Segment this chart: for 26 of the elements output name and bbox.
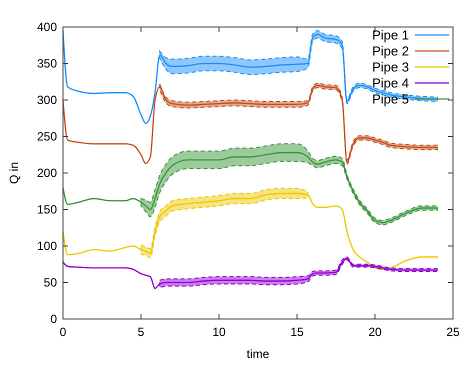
y-tick-label: 50 bbox=[44, 276, 58, 290]
y-tick-label: 100 bbox=[36, 239, 58, 254]
legend-label: Pipe 4 bbox=[372, 76, 409, 91]
y-tick-label: 300 bbox=[36, 93, 58, 108]
legend-label: Pipe 2 bbox=[372, 44, 409, 59]
y-tick-label: 200 bbox=[36, 166, 58, 180]
x-tick-label: 15 bbox=[290, 325, 304, 339]
y-tick-label: 350 bbox=[36, 56, 58, 71]
legend-label: Pipe 5 bbox=[372, 92, 409, 107]
line-series bbox=[62, 192, 438, 270]
legend-label: Pipe 3 bbox=[372, 60, 409, 75]
x-tick-label: 5 bbox=[138, 325, 145, 339]
x-tick-label: 25 bbox=[446, 325, 460, 339]
y-axis-title: Q in bbox=[7, 162, 21, 184]
y-tick-label: 250 bbox=[36, 130, 58, 144]
x-tick-label: 0 bbox=[60, 325, 67, 339]
x-tick-label: 10 bbox=[212, 325, 226, 339]
line-series bbox=[62, 152, 438, 224]
y-tick-label: 0 bbox=[50, 312, 58, 326]
x-axis-title: time bbox=[246, 347, 270, 361]
legend-label: Pipe 1 bbox=[372, 28, 409, 43]
line-series bbox=[62, 30, 438, 124]
x-tick-label: 20 bbox=[368, 325, 382, 339]
y-tick-label: 400 bbox=[36, 20, 58, 34]
y-tick-label: 150 bbox=[36, 202, 58, 217]
line-series bbox=[62, 258, 438, 289]
